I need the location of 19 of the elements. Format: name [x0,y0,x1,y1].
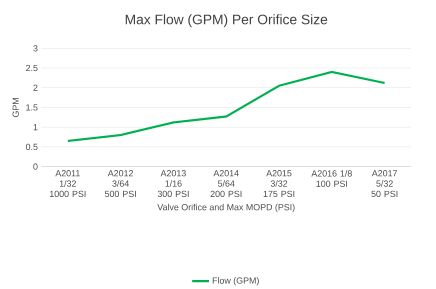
y-axis-title: GPM [12,98,19,118]
x-tick-label: A2014 5/64 200 PSI [210,170,242,198]
line-series [66,70,386,142]
x-tick-label: A2011 1/32 1000 PSI [50,170,86,198]
x-tick-label: A2012 3/64 500 PSI [104,170,136,198]
y-tick-label: 3 [33,45,38,52]
x-axis-title: Valve Orifice and Max MOPD (PSI) [157,204,295,212]
x-tick-label: A2017 5/32 50 PSI [371,170,398,198]
y-tick-label: 2 [33,84,38,91]
y-tick-label: 1 [34,124,38,130]
y-tick-label: 0.5 [26,144,38,150]
y-tick-label: 1.5 [26,104,38,111]
chart-title: Max Flow (GPM) Per Orifice Size [126,14,328,28]
y-tick-label: 2.5 [26,64,38,72]
x-tick-label: A2013 1/16 300 PSI [158,170,189,198]
y-tick-label: 0 [33,163,38,170]
legend-label: Flow (GPM) [212,277,259,286]
x-tick-label: A2016 1/8 100 PSI [311,170,352,187]
x-tick-label: A2015 3/32 175 PSI [264,170,294,198]
